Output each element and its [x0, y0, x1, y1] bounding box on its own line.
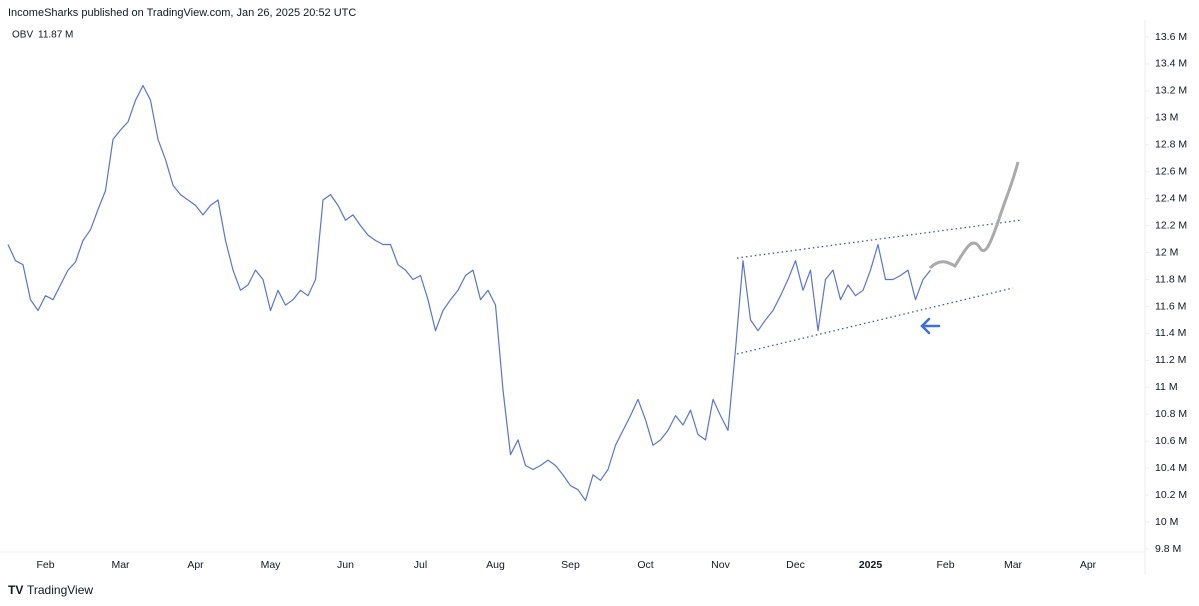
obv-line — [7, 84, 931, 502]
y-tick-label: 13.2 M — [1155, 85, 1187, 97]
y-tick-label: 12 M — [1155, 246, 1178, 258]
legend-name: OBV — [12, 30, 33, 41]
x-tick-label: Apr — [1080, 559, 1097, 571]
y-tick-label: 12.8 M — [1155, 139, 1187, 151]
trend-lower — [736, 287, 1014, 355]
x-tick-label: Jul — [414, 559, 427, 571]
legend-value: 11.87 M — [38, 30, 73, 41]
y-tick-label: 10.4 M — [1155, 462, 1187, 474]
y-tick-label: 11.2 M — [1155, 354, 1186, 366]
x-tick-label: Aug — [486, 559, 505, 571]
logo: TV TradingView — [8, 583, 93, 597]
y-tick-label: 12.6 M — [1155, 166, 1187, 178]
x-tick-label: Apr — [187, 559, 204, 571]
y-tick-label: 10.6 M — [1155, 435, 1187, 447]
x-tick-label: Nov — [711, 559, 730, 571]
y-tick-label: 13.4 M — [1155, 58, 1187, 70]
x-tick-label: Oct — [637, 559, 653, 571]
y-tick-label: 11 M — [1155, 381, 1178, 393]
y-tick-label: 11.8 M — [1155, 273, 1186, 285]
y-tick-label: 10 M — [1155, 516, 1178, 528]
y-tick-label: 13.6 M — [1155, 31, 1187, 43]
x-tick-label: Dec — [786, 559, 805, 571]
x-tick-label: 2025 — [859, 559, 883, 571]
header: IncomeSharks published on TradingView.co… — [8, 7, 356, 19]
y-tick-label: 11.4 M — [1155, 327, 1186, 339]
x-tick-label: Feb — [936, 559, 954, 571]
y-tick-label: 12.4 M — [1155, 192, 1187, 204]
y-tick-label: 13 M — [1155, 112, 1178, 124]
svg-text:TV: TV — [8, 583, 23, 597]
x-tick-label: Mar — [1004, 559, 1023, 571]
trend-upper — [736, 219, 1023, 259]
y-tick-label: 12.2 M — [1155, 219, 1187, 231]
x-tick-label: Sep — [561, 559, 580, 571]
x-tick-label: May — [261, 559, 282, 571]
arrow — [920, 317, 941, 335]
x-tick-label: Mar — [111, 559, 130, 571]
y-tick-label: 9.8 M — [1155, 543, 1181, 555]
y-tick-label: 11.6 M — [1155, 300, 1186, 312]
y-tick-label: 10.8 M — [1155, 408, 1187, 420]
footer: TradingView — [27, 583, 93, 597]
x-tick-label: Feb — [36, 559, 54, 571]
y-tick-label: 10.2 M — [1155, 489, 1187, 501]
projection — [928, 161, 1020, 270]
x-tick-label: Jun — [337, 559, 354, 571]
